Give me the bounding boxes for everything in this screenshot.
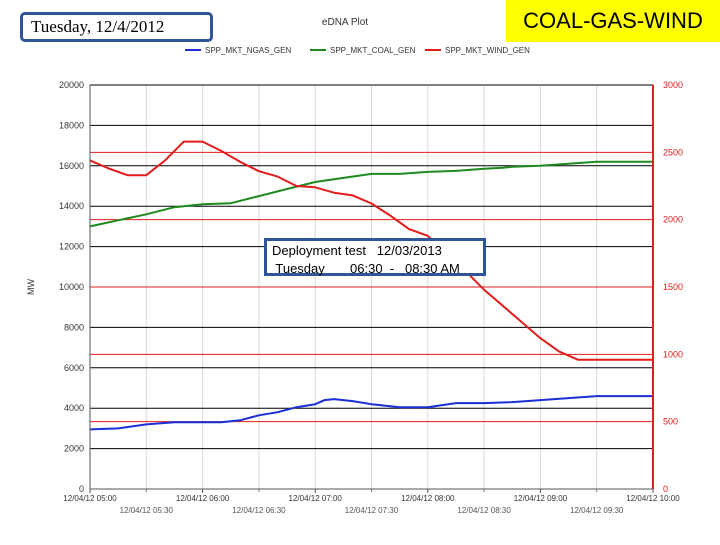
- left-tick-label: 8000: [64, 322, 84, 332]
- x-major-tick-label: 12/04/12 05:00: [63, 494, 117, 503]
- left-tick-label: 6000: [64, 363, 84, 373]
- legend-label: SPP_MKT_WIND_GEN: [445, 46, 530, 55]
- series-line-spp-mkt-coal-gen: [89, 157, 654, 228]
- legend: SPP_MKT_NGAS_GEN SPP_MKT_COAL_GEN SPP_MKT_…: [185, 46, 530, 55]
- left-tick-label: 0: [79, 484, 84, 494]
- left-tick-label: 18000: [59, 120, 84, 130]
- right-tick-label: 1000: [663, 349, 683, 359]
- x-minor-tick-label: 12/04/12 08:30: [457, 506, 511, 515]
- date-label: Tuesday, 12/4/2012: [31, 17, 165, 36]
- annotation-line-1: Deployment test 12/03/2013: [272, 243, 442, 258]
- legend-label: SPP_MKT_COAL_GEN: [330, 46, 416, 55]
- badge-title-box: COAL-GAS-WIND: [506, 0, 720, 42]
- x-major-tick-label: 12/04/12 06:00: [176, 494, 230, 503]
- left-tick-label: 10000: [59, 282, 84, 292]
- left-tick-label: 14000: [59, 201, 84, 211]
- x-minor-tick-label: 12/04/12 09:30: [570, 506, 624, 515]
- x-minor-tick-label: 12/04/12 06:30: [232, 506, 286, 515]
- left-tick-label: 16000: [59, 161, 84, 171]
- right-tick-label: 0: [663, 484, 668, 494]
- badge-title: COAL-GAS-WIND: [523, 8, 703, 33]
- x-major-tick-label: 12/04/12 07:00: [289, 494, 343, 503]
- right-tick-label: 500: [663, 417, 678, 427]
- left-tick-label: 12000: [59, 242, 84, 252]
- plot-title: eDNA Plot: [322, 17, 368, 28]
- series-line-spp-mkt-wind-gen: [89, 140, 654, 395]
- x-major-tick-label: 12/04/12 09:00: [514, 494, 568, 503]
- right-tick-label: 2500: [663, 147, 683, 157]
- date-label-box: Tuesday, 12/4/2012: [20, 12, 213, 42]
- series-line-spp-mkt-ngas-gen: [89, 394, 654, 431]
- x-minor-tick-label: 12/04/12 07:30: [345, 506, 399, 515]
- x-major-tick-label: 12/04/12 08:00: [401, 494, 455, 503]
- left-tick-label: 4000: [64, 403, 84, 413]
- annotation-line-2: Tuesday 06:30 - 08:30 AM: [272, 261, 460, 276]
- x-major-tick-label: 12/04/12 10:00: [626, 494, 680, 503]
- legend-label: SPP_MKT_NGAS_GEN: [205, 46, 291, 55]
- axes: 0200040006000800010000120001400016000180…: [59, 80, 683, 515]
- left-tick-label: 2000: [64, 444, 84, 454]
- right-tick-label: 1500: [663, 282, 683, 292]
- x-minor-tick-label: 12/04/12 05:30: [120, 506, 174, 515]
- series-layer: [89, 140, 654, 431]
- left-tick-label: 20000: [59, 80, 84, 90]
- y-axis-label: MW: [26, 279, 36, 295]
- right-tick-label: 2000: [663, 215, 683, 225]
- deployment-annotation: Deployment test 12/03/2013 Tuesday 06:30…: [264, 238, 486, 276]
- right-tick-label: 3000: [663, 80, 683, 90]
